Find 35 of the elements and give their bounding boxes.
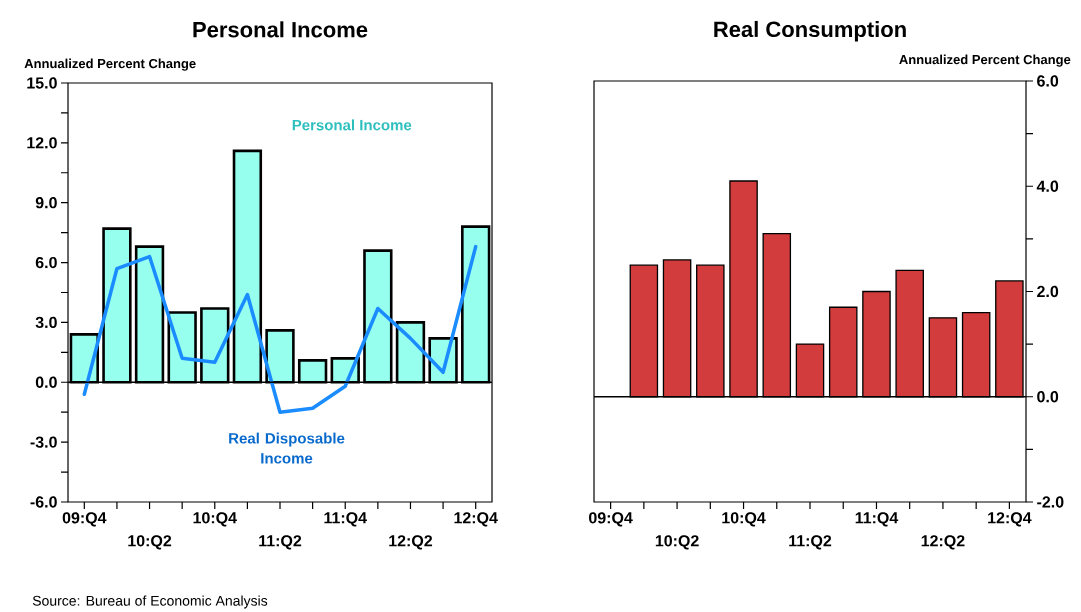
y-tick-label: -2.0 [1037, 496, 1064, 508]
chart-title: Real Consumption [714, 20, 906, 42]
x-tick-label: 12:Q2 [921, 535, 965, 550]
y-axis-title: Annualized Percent Change [24, 58, 196, 71]
x-tick-label: 12:Q4 [988, 512, 1032, 527]
y-tick-label: 0.0 [1037, 391, 1059, 403]
y-tick-label: 12.0 [27, 137, 57, 149]
y-tick-label: 0.0 [35, 376, 57, 388]
line-series [82, 244, 478, 414]
x-tick-label: 09:Q4 [62, 512, 107, 527]
chart-title: Personal Income [193, 21, 368, 38]
text: Personal Income [292, 119, 412, 131]
y-axis-title: Annualized Percent Change [899, 54, 1071, 67]
x-tick-label: 11:Q2 [789, 535, 832, 550]
x-tick-label: 11:Q2 [259, 535, 302, 550]
y-tick-label: -6.0 [30, 496, 57, 508]
y-tick-label: 2.0 [1037, 285, 1059, 298]
y-tick-label: 3.0 [35, 316, 57, 329]
x-tick-label: 09:Q4 [589, 512, 633, 527]
x-tick-label: 10:Q2 [655, 535, 699, 550]
text: Real Disposable Income [229, 432, 345, 464]
x-tick-label: 11:Q4 [855, 512, 899, 527]
y-tick-label: 15.0 [27, 77, 57, 89]
x-tick-label: 10:Q4 [722, 512, 766, 527]
x-tick-label: 10:Q2 [128, 535, 172, 550]
x-tick-label: 11:Q4 [324, 512, 367, 527]
source-note: Source: Bureau of Economic Analysis [32, 595, 268, 609]
y-tick-label: 4.0 [1036, 180, 1059, 192]
y-tick-label: -3.0 [30, 436, 57, 448]
x-tick-label: 10:Q4 [193, 512, 237, 527]
x-tick-label: 12:Q4 [454, 512, 498, 527]
x-tick-label: 12:Q2 [389, 535, 433, 550]
y-tick-label: 9.0 [35, 197, 57, 209]
y-tick-label: 6.0 [35, 256, 57, 269]
y-tick-label: 6.0 [1037, 75, 1059, 87]
